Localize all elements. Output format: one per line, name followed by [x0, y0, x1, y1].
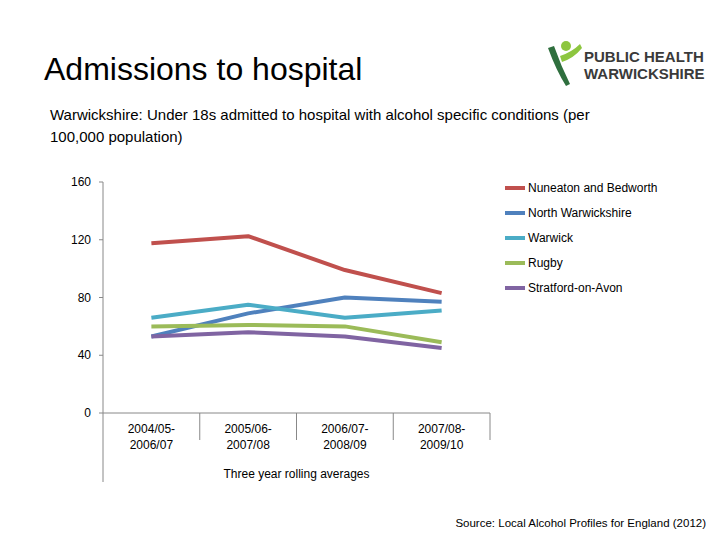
logo-shape — [560, 44, 582, 62]
logo-icon — [548, 41, 582, 86]
logo-shape — [561, 41, 571, 51]
category-divider — [393, 413, 394, 440]
category-divider — [490, 413, 491, 440]
y-tick-label: 40 — [78, 348, 92, 362]
chart: Admissions to hospital PUBLIC HEALTHWARWI… — [0, 0, 720, 540]
chart-title: Warwickshire: Under 18s admitted to hosp… — [50, 104, 642, 148]
x-tick-label: 2007/08-2009/10 — [418, 422, 465, 452]
category-divider — [199, 413, 200, 440]
legend-label: Warwick — [528, 231, 574, 245]
legend-label: Rugby — [528, 256, 563, 270]
x-axis-label: Three year rolling averages — [223, 467, 369, 481]
y-tick-label: 120 — [71, 233, 91, 247]
category-divider — [296, 413, 297, 440]
logo-text: PUBLIC HEALTH — [584, 48, 704, 65]
plot-area — [151, 236, 441, 348]
logo-text: WARWICKSHIRE — [584, 65, 705, 82]
legend-swatch — [505, 186, 525, 190]
series-line — [151, 236, 441, 293]
y-tick-label: 160 — [71, 175, 91, 189]
y-tick — [99, 413, 103, 414]
page-title: Admissions to hospital — [44, 51, 362, 87]
logo-shape — [548, 46, 570, 86]
series-line — [151, 305, 441, 318]
legend-swatch — [505, 236, 525, 240]
y-tick-label: 0 — [84, 406, 91, 420]
y-tick — [99, 355, 103, 356]
source-note: Source: Local Alcohol Profiles for Engla… — [455, 517, 706, 529]
y-tick — [99, 297, 103, 298]
y-tick-label: 80 — [78, 291, 92, 305]
series-line — [151, 332, 441, 348]
legend-swatch — [505, 286, 525, 290]
series-line — [151, 298, 441, 337]
x-tick-label: 2005/06-2007/08 — [224, 422, 271, 452]
x-tick-label: 2006/07-2008/09 — [321, 422, 368, 452]
y-tick — [99, 182, 103, 183]
y-tick — [99, 239, 103, 240]
legend-swatch — [505, 211, 525, 215]
legend-swatch — [505, 261, 525, 265]
legend-label: Nuneaton and Bedworth — [528, 181, 657, 195]
y-axis — [103, 182, 104, 482]
legend-label: North Warwickshire — [528, 206, 632, 220]
x-tick-label: 2004/05-2006/07 — [128, 422, 175, 452]
legend-label: Stratford-on-Avon — [528, 281, 623, 295]
